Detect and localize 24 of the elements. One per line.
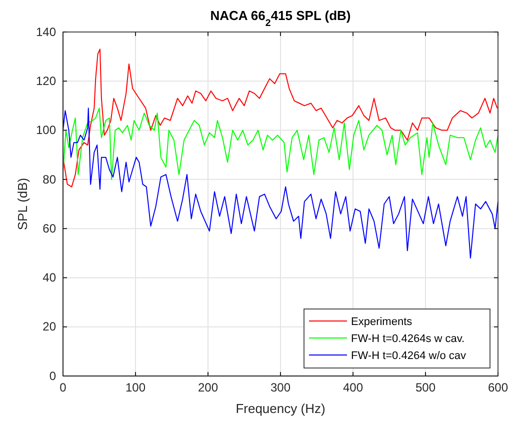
y-tick-label: 60 bbox=[42, 221, 56, 236]
line-series bbox=[62, 108, 498, 180]
y-tick-label: 140 bbox=[36, 24, 56, 39]
x-tick-label: 0 bbox=[60, 380, 67, 395]
x-tick-label: 400 bbox=[342, 380, 364, 395]
legend-label: FW-H t=0.4264 w/o cav bbox=[351, 350, 467, 362]
legend-label: Experiments bbox=[351, 316, 413, 328]
y-tick-label: 40 bbox=[42, 270, 56, 285]
x-axis-title: Frequency (Hz) bbox=[236, 401, 326, 416]
chart-title: NACA 66$_{2}$415 SPL (dB) bbox=[210, 8, 351, 28]
x-tick-label: 300 bbox=[270, 380, 291, 395]
x-tick-label: 100 bbox=[125, 380, 146, 395]
x-tick-label: 600 bbox=[488, 380, 508, 395]
y-tick-label: 120 bbox=[36, 74, 56, 88]
x-tick-label: 200 bbox=[198, 380, 218, 395]
x-tick-label: 500 bbox=[415, 380, 436, 395]
y-tick-label: 20 bbox=[42, 320, 56, 334]
y-tick-label: 0 bbox=[49, 368, 56, 383]
line-series bbox=[62, 108, 498, 259]
line-series bbox=[62, 48, 498, 188]
legend-label: FW-H t=0.4264s w cav. bbox=[351, 333, 465, 345]
y-tick-label: 80 bbox=[42, 172, 56, 186]
y-tick-label: 100 bbox=[36, 123, 56, 138]
y-axis-title: SPL (dB) bbox=[15, 178, 30, 230]
